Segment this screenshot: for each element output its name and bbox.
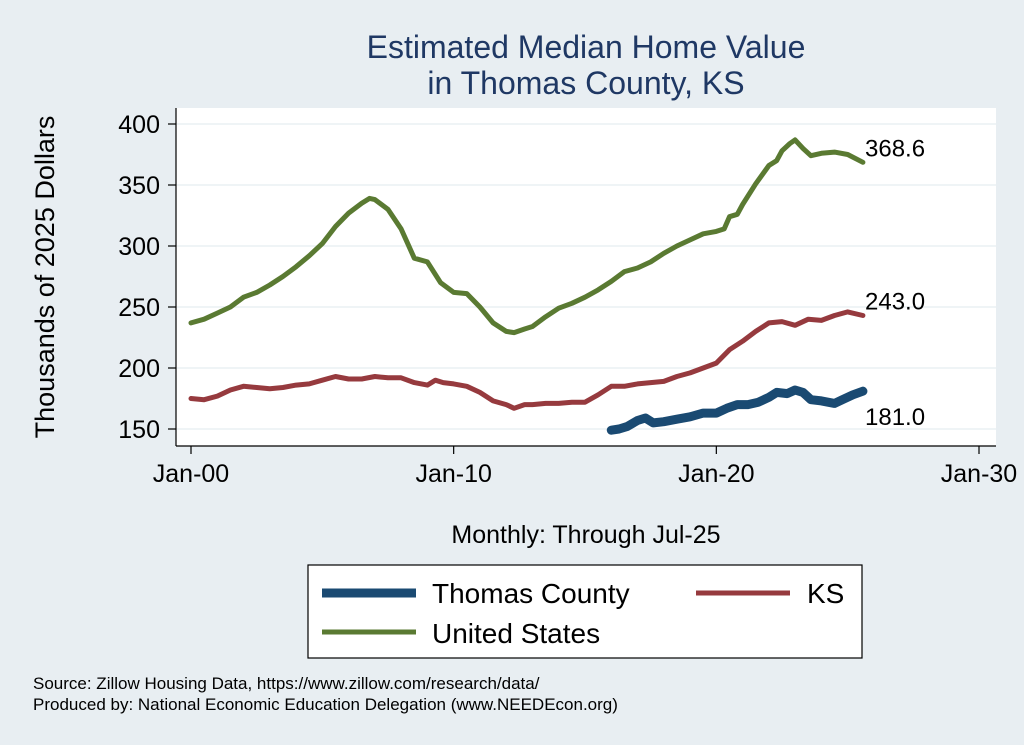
end-label-thomas-county: 181.0 bbox=[865, 404, 925, 431]
x-axis: Jan-00 Jan-10 Jan-20 Jan-30 bbox=[153, 445, 1017, 488]
gridlines bbox=[176, 123, 996, 430]
footer-source: Source: Zillow Housing Data, https://www… bbox=[33, 674, 540, 693]
series-line-united-states bbox=[188, 137, 866, 336]
x-tick-label: Jan-10 bbox=[415, 460, 491, 488]
chart-title-line1: Estimated Median Home Value bbox=[367, 29, 806, 65]
y-axis: 150 200 250 300 350 400 bbox=[118, 108, 177, 446]
y-tick-label: 300 bbox=[118, 233, 160, 261]
y-tick-label: 400 bbox=[118, 111, 160, 139]
legend-label-ks: KS bbox=[807, 578, 844, 609]
footer-produced: Produced by: National Economic Education… bbox=[33, 695, 618, 714]
series-line-thomas-county bbox=[606, 385, 868, 435]
legend-label-united-states: United States bbox=[432, 618, 600, 649]
y-axis-title: Thousands of 2025 Dollars bbox=[30, 116, 60, 439]
end-label-ks: 243.0 bbox=[865, 289, 925, 316]
y-tick-label: 250 bbox=[118, 294, 160, 322]
series-line-ks bbox=[188, 309, 866, 411]
y-tick-label: 350 bbox=[118, 172, 160, 200]
x-tick-label: Jan-30 bbox=[941, 460, 1017, 488]
y-tick-label: 200 bbox=[118, 355, 160, 383]
chart-title-line2: in Thomas County, KS bbox=[427, 65, 744, 101]
legend-label-thomas-county: Thomas County bbox=[432, 578, 630, 609]
y-tick-label: 150 bbox=[118, 416, 160, 444]
legend-box bbox=[307, 564, 863, 659]
x-axis-title: Monthly: Through Jul-25 bbox=[451, 521, 720, 549]
x-tick-label: Jan-00 bbox=[153, 460, 229, 488]
end-labels: 368.6 243.0 181.0 bbox=[865, 135, 925, 431]
series-lines bbox=[188, 137, 868, 435]
x-tick-label: Jan-20 bbox=[678, 460, 754, 488]
legend: Thomas County KS United States bbox=[307, 564, 863, 659]
end-label-united-states: 368.6 bbox=[865, 135, 925, 162]
